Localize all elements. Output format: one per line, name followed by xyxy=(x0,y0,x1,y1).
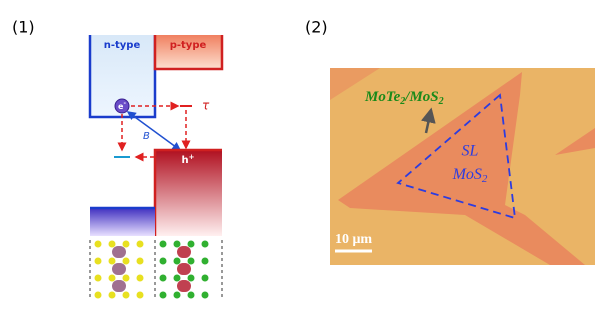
electron xyxy=(114,98,130,114)
atom xyxy=(108,291,116,299)
p-type-border xyxy=(153,35,224,71)
panel-label: (1) xyxy=(12,18,35,37)
atom xyxy=(173,240,181,248)
atom xyxy=(173,257,181,265)
atom xyxy=(122,240,130,248)
atom xyxy=(201,240,209,248)
flake xyxy=(555,128,595,155)
atom xyxy=(136,240,144,248)
atom xyxy=(201,291,209,299)
arrow xyxy=(126,111,182,151)
electron-letter: e xyxy=(118,102,124,111)
atom xyxy=(159,257,167,265)
hole-label: h+ xyxy=(182,153,195,166)
atom xyxy=(187,291,195,299)
atom xyxy=(187,240,195,248)
atom xyxy=(159,240,167,248)
dashed-outline xyxy=(396,93,517,220)
atom xyxy=(114,263,126,275)
atom xyxy=(201,274,209,282)
atom xyxy=(94,240,102,248)
lattice xyxy=(89,240,223,300)
beta-label: B xyxy=(143,131,150,142)
atom xyxy=(114,280,126,292)
flake xyxy=(330,68,380,100)
region-label: SL xyxy=(462,143,479,160)
atom xyxy=(114,246,126,258)
valence-band xyxy=(90,208,155,236)
panel-2: (2) MoTe2/MoS2 SL MoS2 10 μm xyxy=(305,18,595,265)
electron-sup: - xyxy=(123,100,126,107)
atom xyxy=(108,274,116,282)
atom xyxy=(187,257,195,265)
electron-label: e- xyxy=(118,100,126,111)
panel-label: (2) xyxy=(305,18,328,37)
p-type-band xyxy=(155,35,222,69)
atom xyxy=(122,274,130,282)
atom xyxy=(94,274,102,282)
text-part: MoS xyxy=(452,166,482,183)
n-type-label: n-type xyxy=(104,40,141,51)
atom xyxy=(201,257,209,265)
atom xyxy=(94,291,102,299)
subscript: 2 xyxy=(438,96,444,107)
subscript: 2 xyxy=(399,96,405,107)
atom xyxy=(179,263,191,275)
p-type-label: p-type xyxy=(170,40,207,51)
atom xyxy=(136,257,144,265)
atom xyxy=(159,274,167,282)
atom xyxy=(159,291,167,299)
heterostructure-label: MoTe2/MoS2 xyxy=(364,89,444,107)
material-label: MoS2 xyxy=(452,166,488,185)
arrow xyxy=(421,107,436,134)
atom xyxy=(173,274,181,282)
atom xyxy=(108,240,116,248)
atom xyxy=(108,257,116,265)
flake xyxy=(338,72,585,265)
scale-bar-label: 10 μm xyxy=(335,232,372,247)
atom xyxy=(179,246,191,258)
text-part: /MoS xyxy=(404,89,438,105)
atom xyxy=(122,257,130,265)
atom xyxy=(136,274,144,282)
text-part: MoTe xyxy=(364,89,401,105)
tau-label: τ xyxy=(202,99,210,113)
atom xyxy=(179,280,191,292)
panel-1: (1) n-type p-type e- τ B h+ xyxy=(12,18,224,300)
hole-sup: + xyxy=(189,153,195,161)
atom xyxy=(187,274,195,282)
hole-letter: h xyxy=(182,155,189,166)
subscript: 2 xyxy=(482,173,488,185)
atom xyxy=(122,291,130,299)
hole-band xyxy=(155,150,222,236)
atom xyxy=(173,291,181,299)
atom xyxy=(136,291,144,299)
atom xyxy=(94,257,102,265)
